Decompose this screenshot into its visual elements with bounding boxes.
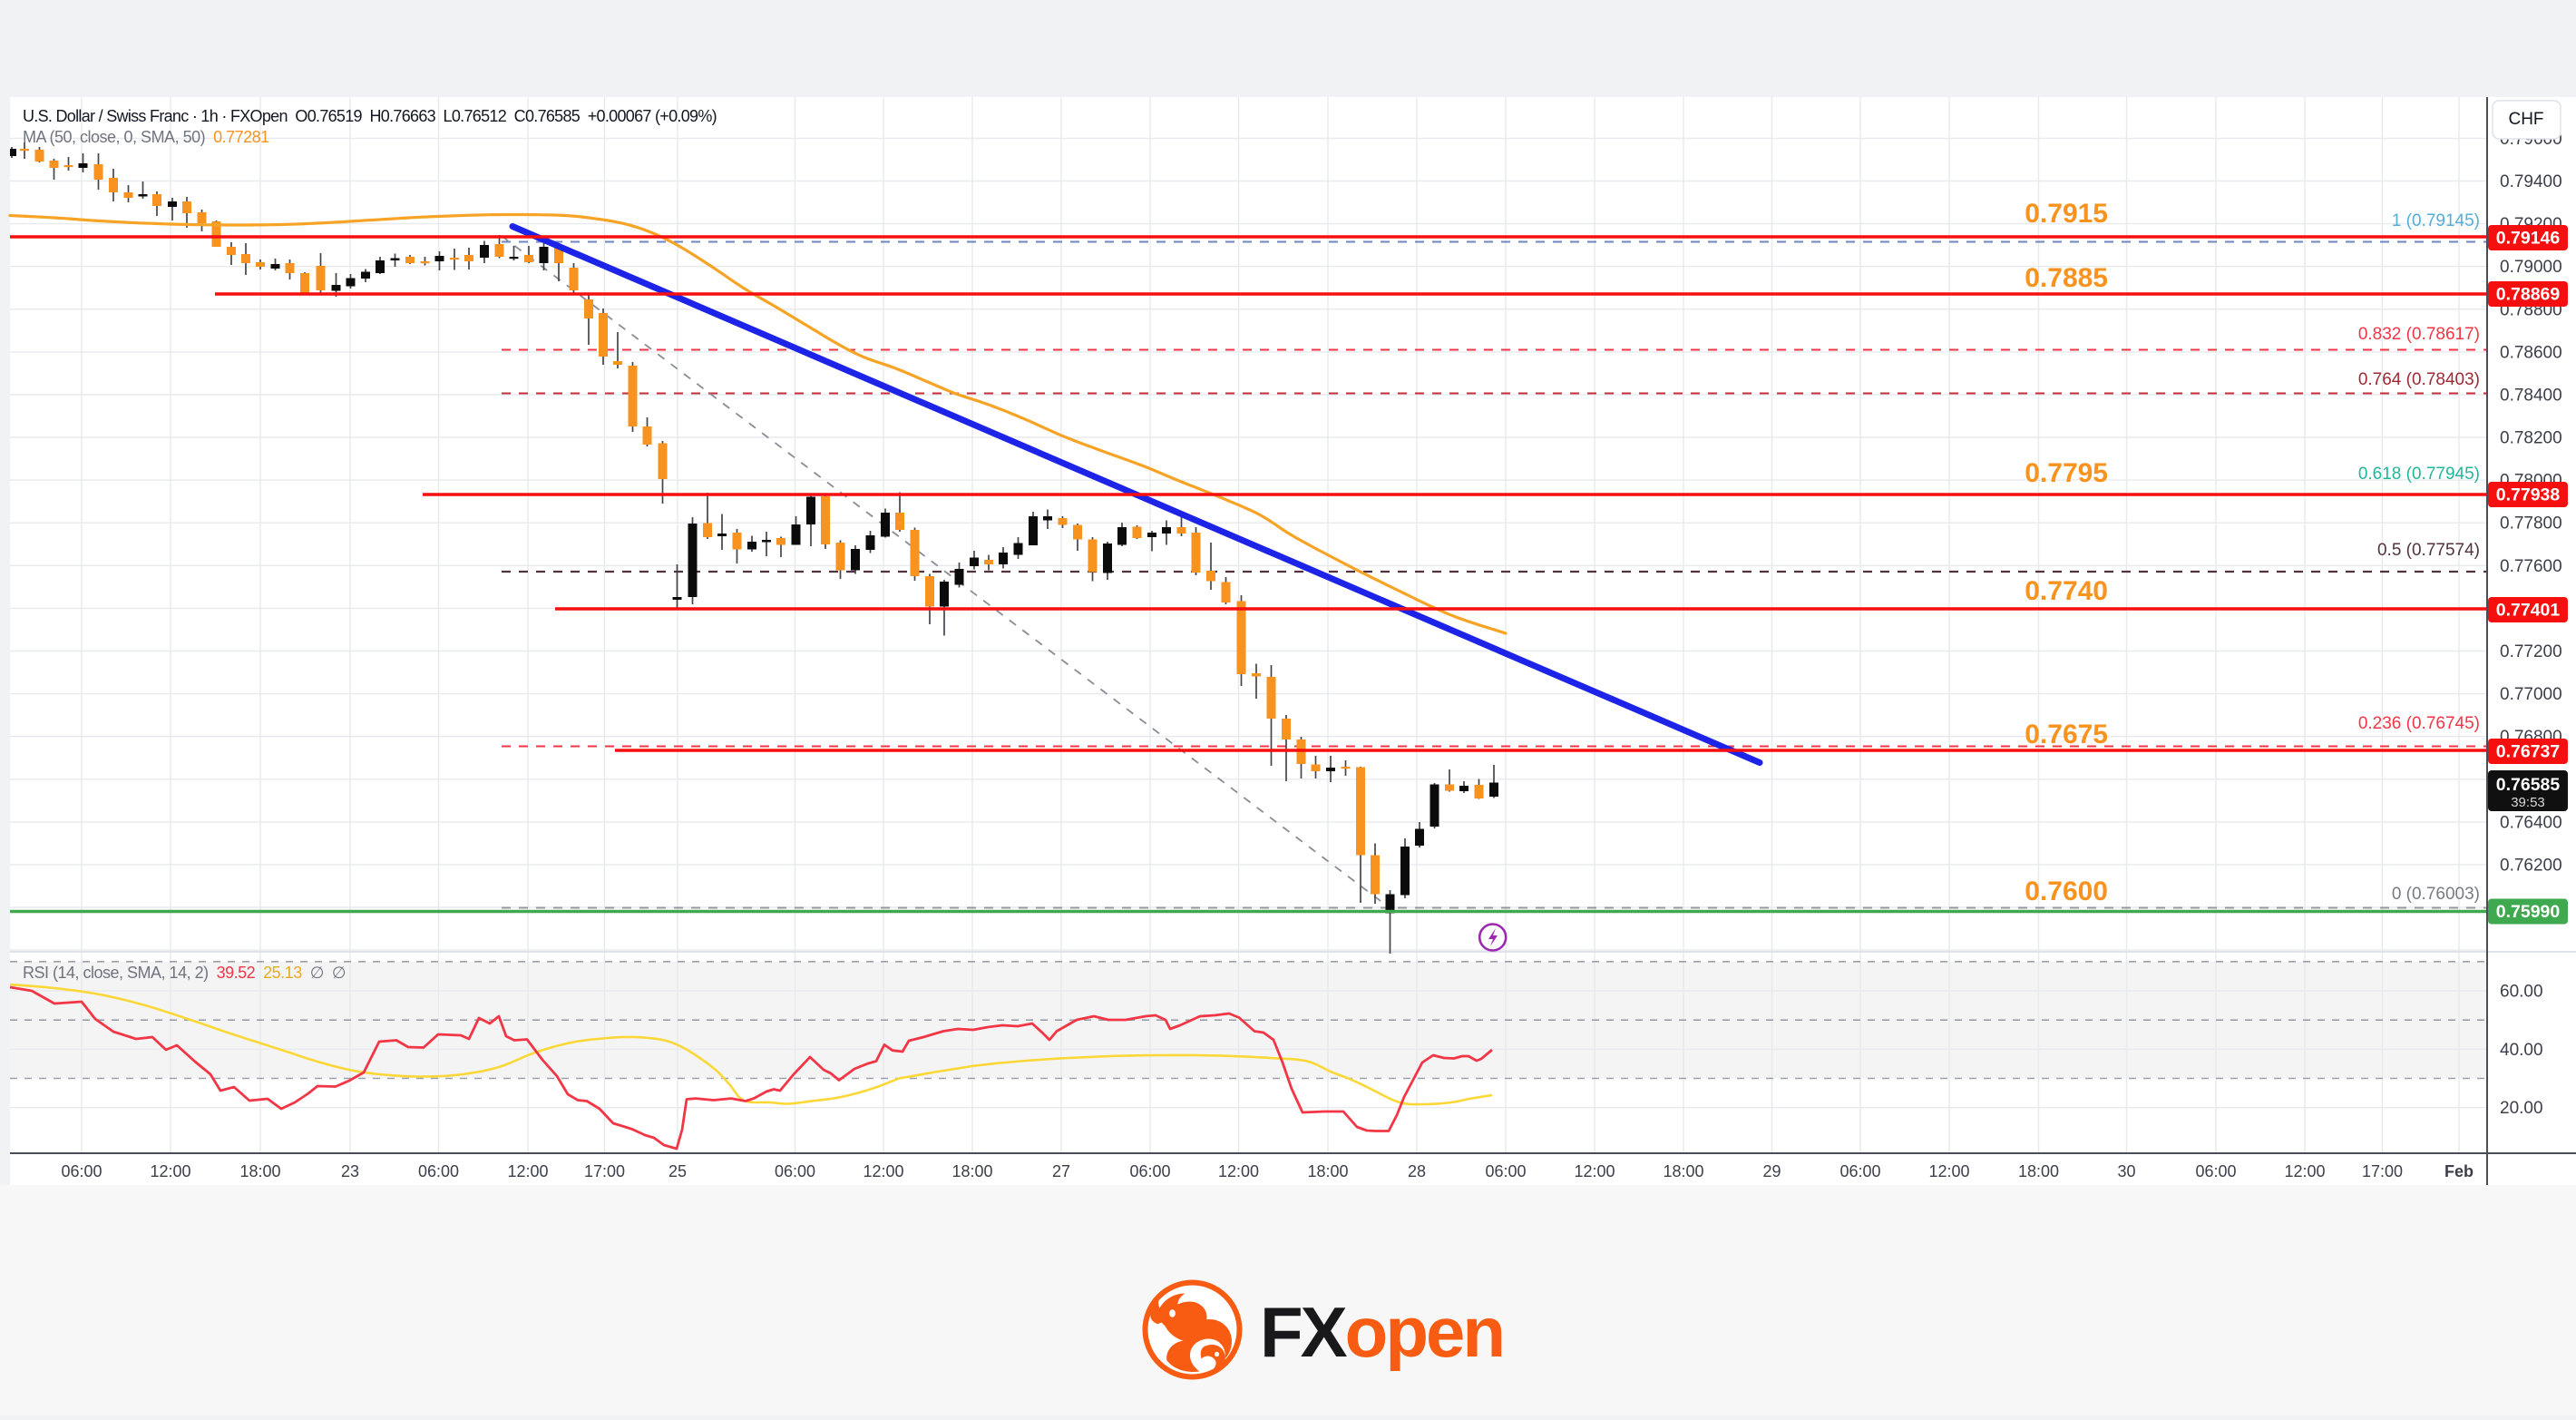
svg-text:0.77000: 0.77000 [2500, 685, 2562, 704]
svg-text:23: 23 [341, 1162, 359, 1180]
svg-text:0.77200: 0.77200 [2500, 642, 2562, 661]
svg-text:0.5 (0.77574): 0.5 (0.77574) [2377, 541, 2480, 560]
svg-text:FXopen: FXopen [1260, 1292, 1503, 1372]
svg-text:40.00: 40.00 [2500, 1041, 2543, 1060]
svg-text:25: 25 [668, 1162, 687, 1180]
svg-text:0.7600: 0.7600 [2025, 876, 2108, 906]
svg-text:20.00: 20.00 [2500, 1099, 2543, 1118]
svg-text:0.7885: 0.7885 [2025, 263, 2108, 293]
svg-text:28: 28 [1408, 1162, 1426, 1180]
svg-text:18:00: 18:00 [2018, 1162, 2059, 1180]
svg-text:18:00: 18:00 [239, 1162, 280, 1180]
svg-text:0.76737: 0.76737 [2496, 742, 2561, 762]
svg-text:0.76585: 0.76585 [2496, 775, 2561, 795]
svg-text:1 (0.79145): 1 (0.79145) [2392, 211, 2480, 230]
svg-text:RSI (14, close, SMA, 14, 2) 3: RSI (14, close, SMA, 14, 2) 39.52 25.13 … [23, 964, 346, 982]
svg-text:0.79400: 0.79400 [2500, 172, 2562, 191]
svg-text:18:00: 18:00 [951, 1162, 992, 1180]
svg-text:06:00: 06:00 [1839, 1162, 1880, 1180]
svg-text:0.7675: 0.7675 [2025, 720, 2108, 749]
svg-text:0.78400: 0.78400 [2500, 387, 2562, 406]
svg-text:0.79146: 0.79146 [2496, 229, 2561, 249]
svg-text:17:00: 17:00 [2362, 1162, 2403, 1180]
svg-text:Feb: Feb [2444, 1162, 2474, 1180]
svg-text:CHF: CHF [2508, 110, 2543, 129]
svg-text:0.764 (0.78403): 0.764 (0.78403) [2358, 370, 2480, 389]
svg-text:12:00: 12:00 [1218, 1162, 1259, 1180]
svg-text:12:00: 12:00 [1928, 1162, 1969, 1180]
svg-text:27: 27 [1052, 1162, 1070, 1180]
svg-text:06:00: 06:00 [61, 1162, 102, 1180]
svg-text:12:00: 12:00 [2284, 1162, 2325, 1180]
svg-text:12:00: 12:00 [1574, 1162, 1615, 1180]
svg-text:0.79000: 0.79000 [2500, 258, 2562, 277]
svg-text:06:00: 06:00 [1485, 1162, 1526, 1180]
svg-text:17:00: 17:00 [584, 1162, 625, 1180]
svg-text:0.7915: 0.7915 [2025, 199, 2108, 229]
svg-text:12:00: 12:00 [150, 1162, 190, 1180]
svg-text:60.00: 60.00 [2500, 983, 2543, 1002]
svg-text:06:00: 06:00 [2195, 1162, 2236, 1180]
svg-text:0.77600: 0.77600 [2500, 557, 2562, 576]
svg-text:12:00: 12:00 [507, 1162, 548, 1180]
svg-text:06:00: 06:00 [418, 1162, 459, 1180]
svg-text:0.832 (0.78617): 0.832 (0.78617) [2358, 325, 2480, 344]
svg-text:06:00: 06:00 [1129, 1162, 1170, 1180]
svg-text:0.78200: 0.78200 [2500, 429, 2562, 448]
svg-text:0.7740: 0.7740 [2025, 576, 2108, 606]
svg-text:18:00: 18:00 [1663, 1162, 1703, 1180]
svg-text:0.618 (0.77945): 0.618 (0.77945) [2358, 465, 2480, 484]
svg-text:0.78600: 0.78600 [2500, 343, 2562, 362]
svg-text:0.236 (0.76745): 0.236 (0.76745) [2358, 714, 2480, 733]
svg-text:0 (0.76003): 0 (0.76003) [2392, 885, 2480, 904]
svg-text:0.75990: 0.75990 [2496, 902, 2561, 922]
svg-text:MA (50, close, 0, SMA, 50) 0.: MA (50, close, 0, SMA, 50) 0.77281 [23, 128, 269, 146]
svg-text:39:53: 39:53 [2511, 795, 2545, 810]
svg-text:18:00: 18:00 [1307, 1162, 1348, 1180]
svg-text:06:00: 06:00 [775, 1162, 815, 1180]
svg-text:29: 29 [1762, 1162, 1781, 1180]
svg-text:0.77800: 0.77800 [2500, 514, 2562, 534]
svg-text:0.76400: 0.76400 [2500, 813, 2562, 832]
svg-text:30: 30 [2117, 1162, 2135, 1180]
svg-text:0.78869: 0.78869 [2496, 285, 2561, 305]
svg-text:12:00: 12:00 [863, 1162, 903, 1180]
svg-text:U.S. Dollar / Swiss Franc · 1h: U.S. Dollar / Swiss Franc · 1h · FXOpen … [23, 107, 717, 125]
svg-text:0.76200: 0.76200 [2500, 856, 2562, 875]
svg-text:0.7795: 0.7795 [2025, 458, 2108, 488]
svg-text:0.77401: 0.77401 [2496, 601, 2561, 621]
svg-text:0.77938: 0.77938 [2496, 485, 2561, 505]
